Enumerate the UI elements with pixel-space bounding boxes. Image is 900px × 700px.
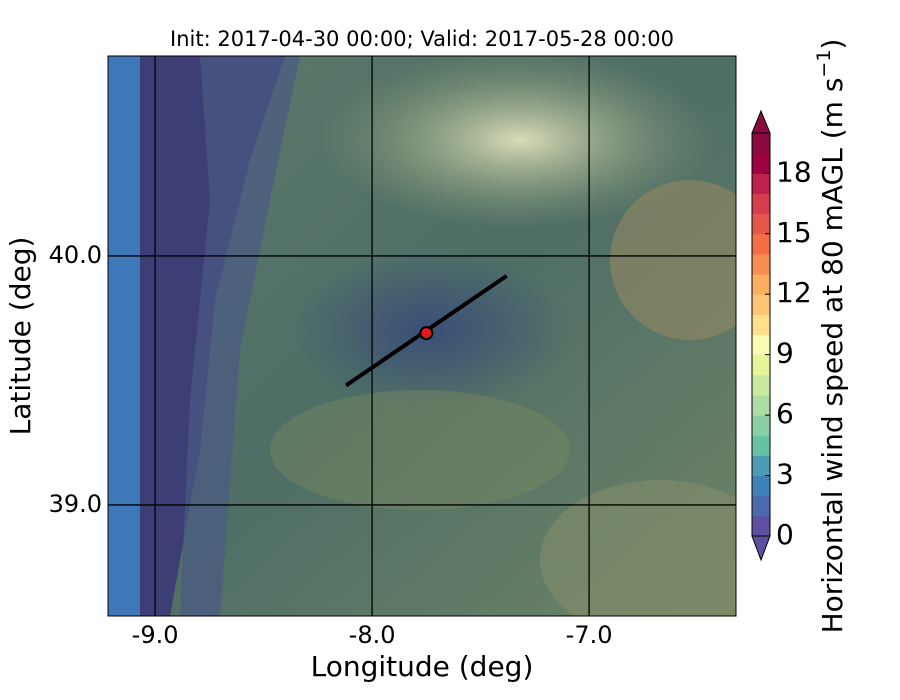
x-axis-label: Longitude (deg) [311,650,534,683]
colorbar-band [752,173,770,194]
colorbar-band [752,455,770,477]
colorbar-band [752,374,770,396]
plot-frame [107,55,737,617]
colorbar-band [752,153,770,174]
colorbar-band [752,435,770,456]
colorbar-label-close: ) [816,39,849,50]
y-axis-label: Latitude (deg) [4,237,37,436]
site-marker [419,326,434,341]
colorbar-band [752,253,770,275]
colorbar-band [752,213,770,235]
colorbar-band [752,294,770,315]
colorbar-band [752,334,770,356]
colorbar-label-text: Horizontal wind speed at 80 mAGL (m s [816,78,849,634]
colorbar-band [752,233,770,255]
colorbar-band [752,415,770,436]
colorbar-band [752,193,770,215]
colorbar-tick-label: 3 [776,458,794,491]
colorbar-band [752,394,770,416]
colorbar-band [752,475,770,497]
colorbar-tick-label: 9 [776,337,794,370]
colorbar-tick-label: 6 [776,397,794,430]
colorbar-frame [751,132,771,537]
colorbar-tick-label: 0 [776,518,794,551]
colorbar-band [752,354,770,376]
colorbar-label: Horizontal wind speed at 80 mAGL (m s−1) [813,39,850,634]
map-background [108,56,736,616]
colorbar-band [752,274,770,295]
colorbar-band [752,133,770,154]
colorbar-tick-label: 18 [776,155,812,188]
y-tick-label: 40.0 [49,241,102,269]
x-tick-label: -9.0 [132,621,179,649]
colorbar-extend-high [751,109,771,134]
x-tick-label: -8.0 [349,621,396,649]
colorbar-band [752,495,770,517]
colorbar-band [752,314,770,335]
colorbar-label-exponent: −1 [813,50,835,78]
colorbar-extend-low [751,535,771,562]
colorbar-tick-label: 12 [776,276,812,309]
x-tick-label: -7.0 [566,621,613,649]
colorbar-tick-label: 15 [776,216,812,249]
chart-title: Init: 2017-04-30 00:00; Valid: 2017-05-2… [170,27,674,51]
colorbar-band [752,515,770,537]
y-tick-label: 39.0 [49,490,102,518]
